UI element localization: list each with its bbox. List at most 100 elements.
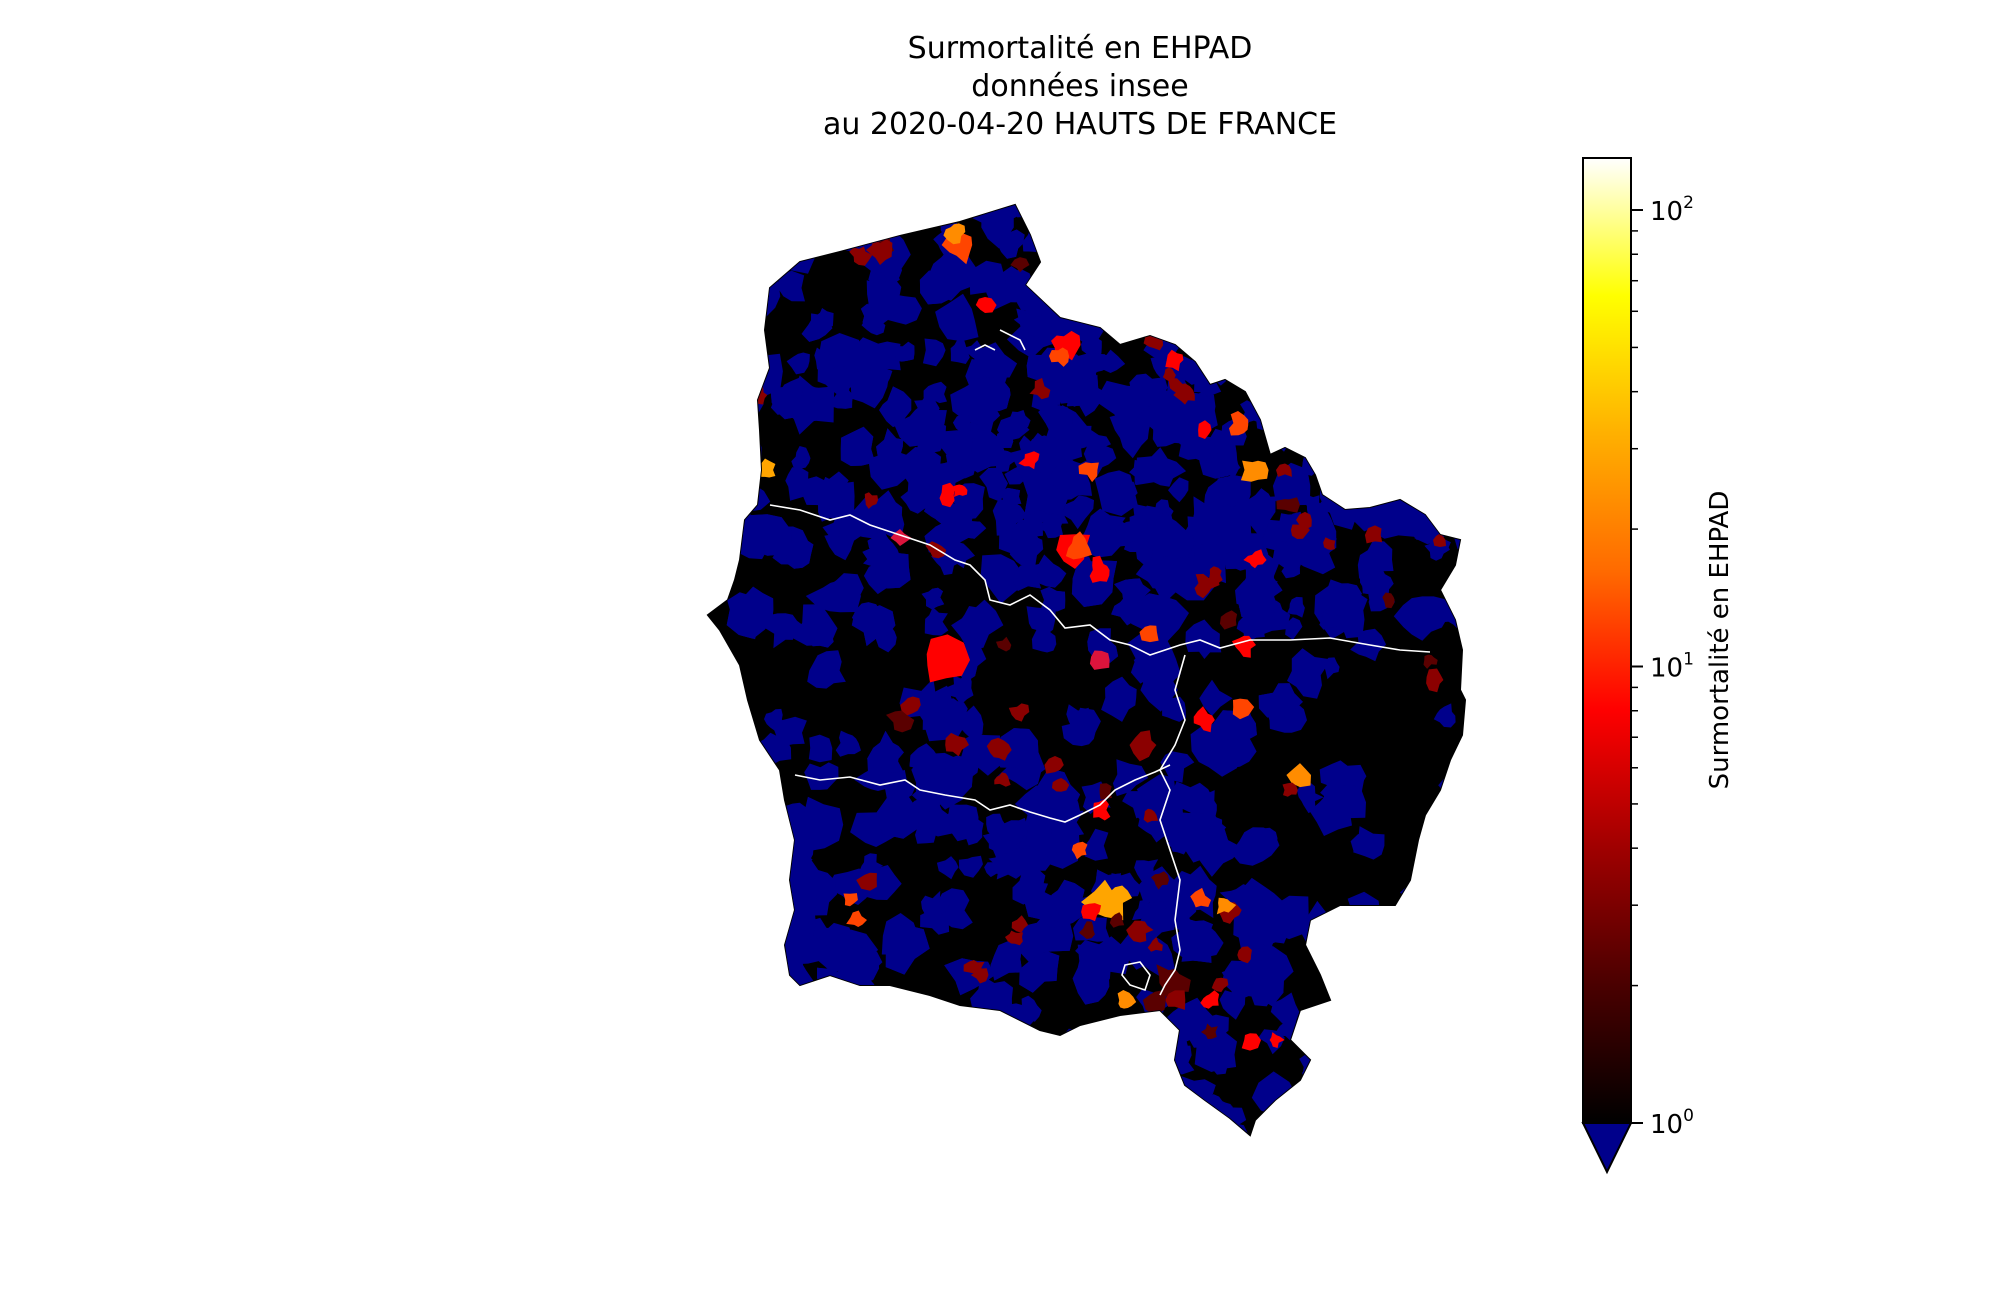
commune-below-range (730, 961, 781, 1013)
commune-below-range (1168, 477, 1189, 503)
commune-below-range (1258, 683, 1303, 721)
commune-below-range (768, 240, 816, 274)
commune-below-range (1169, 781, 1214, 823)
commune-below-range (708, 1075, 731, 1104)
commune-hotspot (1165, 990, 1186, 1010)
commune-below-range (1194, 370, 1222, 397)
commune-below-range (1363, 1020, 1383, 1048)
commune-below-range (1418, 476, 1463, 515)
commune-below-range (1238, 328, 1257, 358)
commune-below-range (1300, 398, 1329, 419)
commune-below-range (1412, 944, 1440, 971)
commune-below-range (1443, 862, 1465, 908)
commune-below-range (1219, 248, 1262, 286)
commune-below-range (825, 573, 864, 605)
commune-below-range (735, 773, 760, 793)
commune-below-range (708, 366, 722, 412)
commune-below-range (1012, 866, 1046, 905)
commune-below-range (1281, 555, 1304, 579)
commune-below-range (708, 970, 718, 997)
commune-below-range (1324, 1106, 1376, 1135)
commune-below-range (1071, 205, 1094, 219)
commune-below-range (1246, 488, 1273, 511)
commune-below-range (1209, 240, 1245, 270)
commune-below-range (945, 1079, 985, 1114)
commune-below-range (1446, 513, 1465, 554)
commune-hotspot (1093, 799, 1111, 821)
commune-below-range (723, 205, 755, 238)
commune-below-range (1061, 707, 1101, 747)
commune-below-range (919, 270, 953, 305)
commune-below-range (1421, 277, 1465, 322)
commune-below-range (791, 446, 811, 469)
commune-below-range (875, 1064, 914, 1102)
commune-below-range (1219, 248, 1262, 286)
commune-below-range (1334, 453, 1377, 508)
hotspot-communes (752, 223, 1446, 1056)
commune-below-range (1364, 385, 1397, 420)
commune-below-range (1394, 368, 1423, 393)
commune-below-range (1118, 1045, 1149, 1080)
commune-below-range (1132, 899, 1157, 921)
commune-below-range (1185, 1124, 1205, 1135)
commune-below-range (1319, 611, 1341, 630)
commune-below-range (1036, 370, 1076, 409)
commune-below-range (1040, 1071, 1062, 1096)
commune-below-range (1434, 948, 1465, 994)
commune-hotspot (900, 696, 921, 716)
commune-below-range (1109, 1061, 1130, 1083)
commune-below-range (729, 776, 768, 808)
commune-below-range (1412, 1049, 1447, 1085)
commune-below-range (790, 1085, 842, 1135)
commune-below-range (999, 487, 1022, 506)
commune-below-range (1095, 380, 1154, 432)
commune-below-range (870, 1078, 895, 1100)
commune-below-range (1265, 418, 1300, 452)
commune-below-range (1389, 401, 1443, 438)
commune-below-range (1460, 1035, 1465, 1072)
commune-below-range (1287, 648, 1331, 699)
commune-below-range (741, 514, 792, 556)
commune-below-range (1358, 436, 1393, 471)
commune-hotspot (945, 732, 969, 757)
commune-hotspot (843, 893, 858, 907)
commune-below-range (1456, 941, 1465, 974)
commune-below-range (1220, 205, 1246, 227)
commune-hotspot (1208, 566, 1223, 583)
commune-below-range (715, 830, 743, 858)
colorbar-body (1582, 157, 1632, 1124)
commune-hotspot (1219, 610, 1238, 630)
commune-hotspot (1198, 420, 1212, 439)
commune-below-range (987, 205, 1024, 222)
commune-below-range (708, 846, 734, 873)
commune-below-range (1075, 936, 1130, 984)
commune-below-range (804, 762, 839, 790)
commune-below-range (1232, 210, 1274, 259)
commune-below-range (1310, 1068, 1353, 1099)
commune-hotspot (1423, 654, 1438, 669)
commune-below-range (1283, 315, 1304, 339)
commune-below-range (1408, 400, 1448, 433)
commune-below-range (835, 730, 861, 757)
commune-below-range (1353, 826, 1385, 860)
commune-below-range (725, 424, 749, 454)
commune-below-range (859, 853, 884, 879)
commune-below-range (1341, 205, 1373, 224)
commune-below-range (1261, 407, 1293, 439)
commune-hotspot (1426, 668, 1444, 693)
commune-below-range (808, 622, 835, 648)
commune-below-range (1349, 205, 1403, 251)
commune-below-range (847, 1028, 883, 1058)
commune-below-range (1233, 224, 1279, 264)
commune-below-range (1321, 783, 1366, 824)
map-region (706, 203, 1467, 1137)
commune-below-range (1009, 821, 1058, 871)
commune-hotspot (1143, 808, 1159, 823)
commune-below-range (1030, 205, 1058, 231)
commune-below-range (709, 1109, 756, 1135)
commune-below-range (1409, 359, 1434, 383)
commune-below-range (944, 698, 968, 721)
commune-hotspot (939, 482, 956, 508)
commune-below-range (1237, 321, 1272, 357)
commune-below-range (777, 270, 805, 302)
